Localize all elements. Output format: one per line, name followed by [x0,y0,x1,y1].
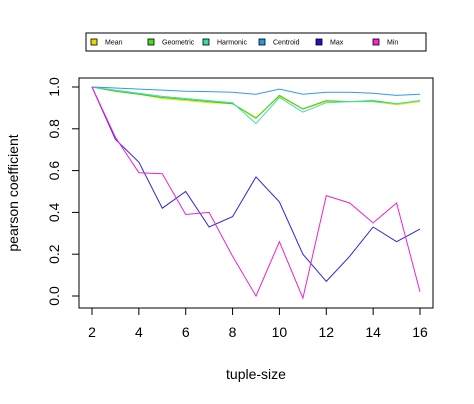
y-tick-label-5: 1.0 [46,77,62,97]
legend-label-min: Min [387,40,398,47]
y-tick-label-3: 0.6 [46,161,62,181]
series-line-harmonic [91,86,421,125]
x-tick-label-12: 12 [318,324,334,340]
legend-swatch-geometric [147,38,155,46]
legend-label-max: Max [330,40,344,47]
x-tick-label-8: 8 [229,324,237,340]
legend-label-geometric: Geometric [162,40,195,47]
legend-label-mean: Mean [105,40,123,47]
x-tick-label-10: 10 [272,324,288,340]
legend-label-centroid: Centroid [273,40,300,47]
x-tick-label-16: 16 [412,324,428,340]
legend-swatch-harmonic [202,38,210,46]
axes: 2 4 6 8 10 12 14 16 0.0 0.2 0.4 0.6 0.8 1.0 [46,77,434,340]
y-tick-label-1: 0.2 [46,244,62,264]
legend-box [85,32,427,52]
legend-swatch-centroid [258,38,266,46]
legend-swatch-max [315,38,323,46]
legend-label-harmonic: Harmonic [217,40,247,47]
y-tick-label-0: 0.0 [46,286,62,306]
legend-swatch-min [372,38,380,46]
legend-swatch-mean [90,38,98,46]
y-tick-label-4: 0.8 [46,119,62,139]
x-tick-label-2: 2 [88,324,96,340]
series-line-min [91,86,421,300]
series-line-mean [91,86,421,118]
x-axis-title: tuple-size [226,366,286,382]
y-tick-label-2: 0.4 [46,202,62,222]
x-tick-label-4: 4 [135,324,143,340]
x-tick-label-14: 14 [365,324,381,340]
y-axis-title: pearson coefficient [5,134,21,251]
series-line-max [91,86,421,283]
series-line-geometric [91,86,421,119]
plot-frame [78,77,434,309]
series-line-centroid [91,86,421,96]
legend: Mean Geometric Harmonic Centroid Max Min [85,32,427,52]
plot-area [91,86,421,300]
x-tick-label-6: 6 [182,324,190,340]
